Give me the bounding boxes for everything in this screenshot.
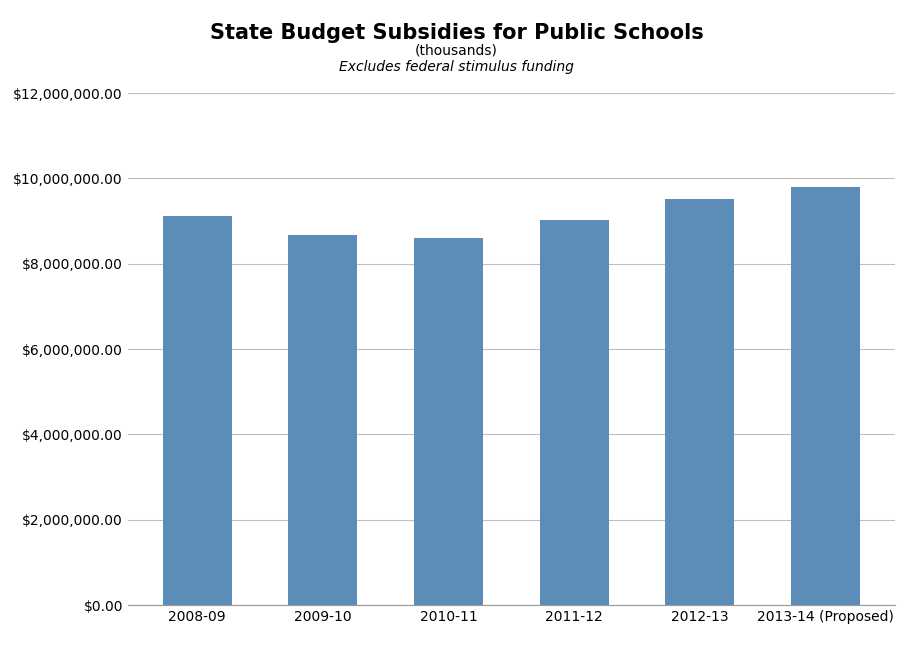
Bar — [289, 235, 357, 605]
Bar — [540, 220, 609, 605]
Bar — [163, 216, 232, 605]
Text: (thousands): (thousands) — [415, 43, 498, 57]
Text: State Budget Subsidies for Public Schools: State Budget Subsidies for Public School… — [210, 23, 703, 43]
Bar — [791, 187, 860, 605]
Text: Excludes federal stimulus funding: Excludes federal stimulus funding — [339, 60, 574, 74]
Bar — [414, 238, 483, 605]
Bar — [666, 199, 734, 605]
